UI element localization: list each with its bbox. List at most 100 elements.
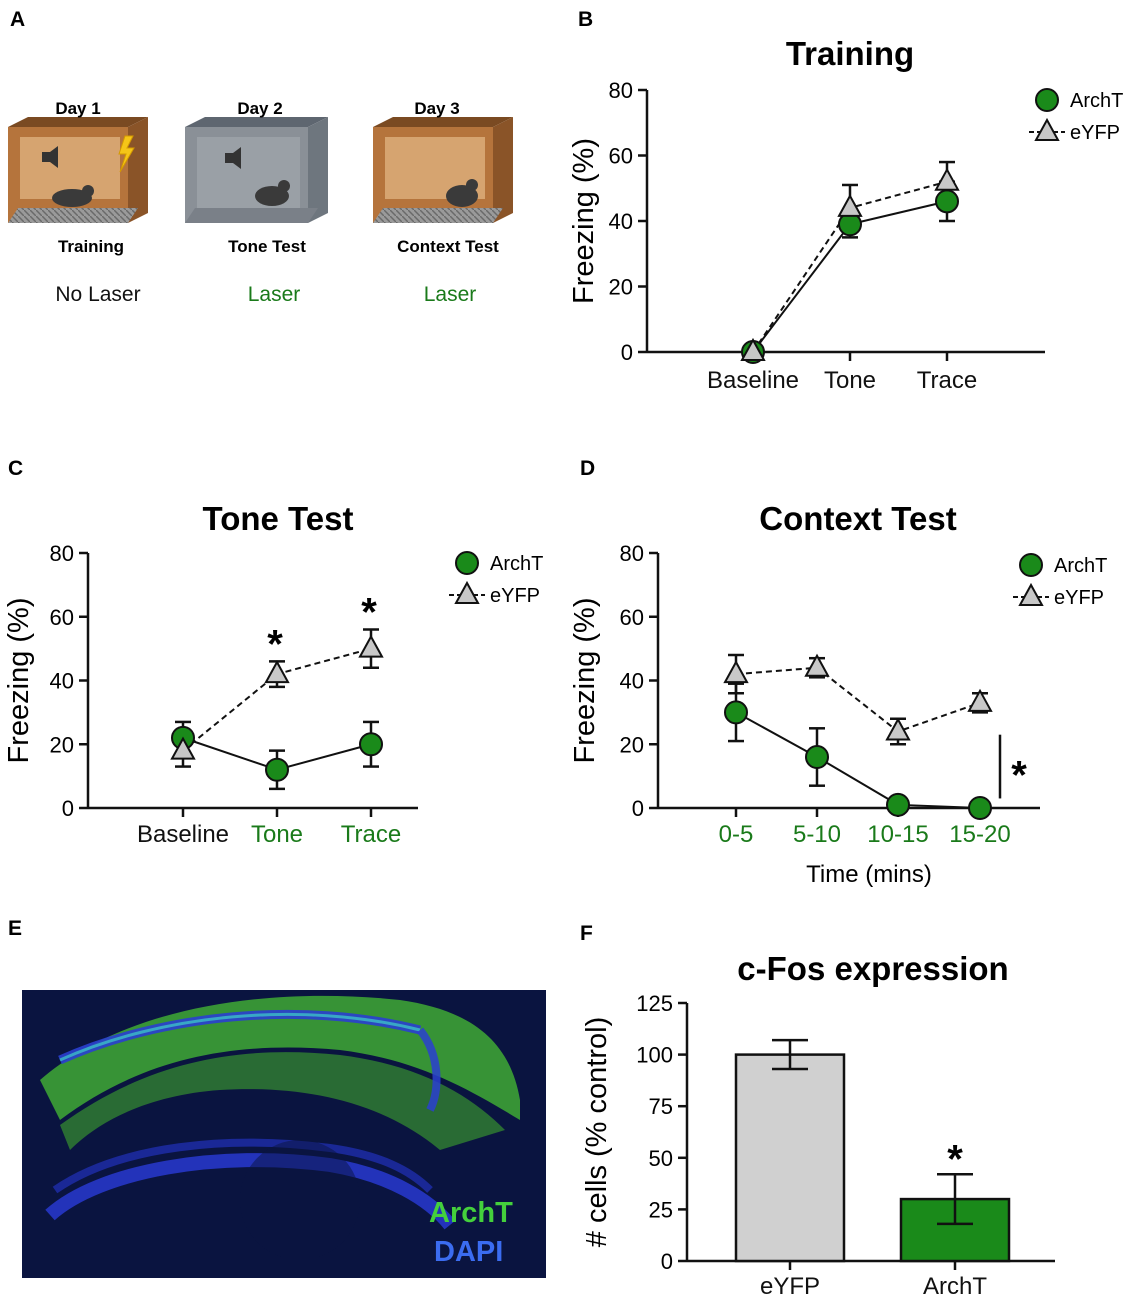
significance-star: *: [1011, 754, 1027, 798]
x-tick-label: 5-10: [793, 821, 841, 848]
chart-title: Training: [786, 35, 914, 72]
data-point-eyfp: [885, 717, 911, 741]
panel-letter-f: F: [580, 922, 593, 945]
schematic-panel: Day 1 Training No Laser Day 2 Tone Test Laser…: [8, 99, 513, 306]
x-tick-label: Trace: [917, 367, 977, 394]
x-axis-label: Time (mins): [806, 861, 932, 888]
y-tick-label: 80: [50, 541, 74, 566]
data-point-eyfp: [837, 193, 863, 217]
legend-marker-eyfp: [1018, 582, 1044, 606]
day-label: Day 2: [237, 99, 282, 118]
chart-f: c-Fos expression 0 25 50 75 100 125 # cells (% …: [581, 950, 1055, 1300]
y-tick-label: 40: [50, 669, 74, 694]
bar-eyfp: [734, 1053, 846, 1263]
data-point-archt: [886, 792, 910, 817]
x-tick-label: eYFP: [760, 1273, 820, 1300]
series-line-eyfp: [735, 666, 981, 733]
panel-letter-a: A: [10, 8, 25, 31]
phase-label: Context Test: [397, 237, 499, 256]
x-tick-label: Baseline: [137, 821, 229, 848]
legend-label: eYFP: [1054, 587, 1104, 609]
data-point-eyfp: [804, 653, 830, 677]
y-tick-label: 20: [620, 732, 644, 757]
significance-star: *: [947, 1137, 963, 1181]
chart-b: Training 0 20 40 60 80 Freezing (%) Baseline Ton…: [568, 35, 1123, 394]
chart-title: Context Test: [759, 500, 956, 537]
panel-letter-c: C: [8, 457, 23, 480]
y-tick-label: 0: [661, 1249, 673, 1274]
day-label: Day 3: [414, 99, 459, 118]
y-tick-label: 75: [649, 1094, 673, 1119]
data-point-archt: [935, 189, 959, 214]
y-tick-label: 20: [609, 275, 633, 300]
laser-label: Laser: [424, 283, 477, 306]
y-tick-label: 0: [632, 796, 644, 821]
legend-label: eYFP: [490, 585, 540, 607]
data-point-archt: [265, 757, 289, 782]
chart-title: Tone Test: [203, 500, 354, 537]
y-tick-label: 0: [62, 796, 74, 821]
training-box-illustration: [8, 117, 148, 223]
y-tick-label: 80: [609, 78, 633, 103]
y-axis-label: Freezing (%): [3, 598, 35, 764]
data-point-eyfp: [740, 337, 766, 361]
chart-c: Tone Test 0 20 40 60 80 Freezing (%) Baseline To…: [3, 500, 543, 848]
x-tick-label: 0-5: [719, 821, 754, 848]
x-tick-label: 10-15: [867, 821, 928, 848]
y-axis-label: Freezing (%): [569, 598, 601, 764]
y-tick-label: 40: [609, 209, 633, 234]
y-tick-label: 100: [636, 1043, 673, 1068]
x-tick-label: 15-20: [949, 821, 1010, 848]
y-tick-label: 0: [621, 340, 633, 365]
y-tick-label: 40: [620, 669, 644, 694]
data-point-eyfp: [264, 660, 290, 684]
legend-marker-archt: [1019, 553, 1043, 577]
y-tick-label: 20: [50, 732, 74, 757]
series-line-archt: [735, 711, 981, 809]
x-tick-label: Trace: [341, 821, 401, 848]
laser-label: No Laser: [55, 283, 140, 306]
micrograph-label-dapi: DAPI: [434, 1236, 503, 1268]
panel-letter-d: D: [580, 457, 595, 480]
data-point-eyfp: [170, 736, 196, 760]
chart-title: c-Fos expression: [737, 950, 1008, 987]
legend-label: ArchT: [490, 553, 543, 575]
y-tick-label: 80: [620, 541, 644, 566]
data-point-archt: [805, 745, 829, 769]
chart-d: Context Test 0 20 40 60 80 Freezing (%) 0-5 5-10…: [569, 500, 1107, 888]
legend-marker-eyfp: [1034, 117, 1060, 141]
legend-marker-archt: [1035, 88, 1059, 112]
x-tick-label: Tone: [251, 821, 303, 848]
y-tick-label: 60: [620, 605, 644, 630]
data-point-archt: [968, 796, 992, 820]
micrograph-label-archt: ArchT: [429, 1197, 513, 1229]
context-test-box-illustration: [373, 117, 513, 223]
legend-marker-archt: [455, 551, 479, 575]
y-axis-label: # cells (% control): [581, 1017, 613, 1247]
laser-label: Laser: [248, 283, 301, 306]
y-tick-label: 60: [609, 144, 633, 169]
micrograph-image: ArchT DAPI: [22, 990, 546, 1278]
y-axis-label: Freezing (%): [568, 138, 600, 304]
significance-star: *: [361, 591, 377, 635]
legend: ArchT eYFP: [449, 551, 543, 607]
data-point-eyfp: [934, 167, 960, 191]
significance-star: *: [267, 622, 283, 666]
data-point-eyfp: [358, 634, 384, 658]
data-point-eyfp: [967, 688, 993, 712]
legend-label: ArchT: [1054, 555, 1107, 577]
panel-letter-e: E: [8, 917, 22, 940]
x-tick-label: Baseline: [707, 367, 799, 394]
phase-label: Tone Test: [228, 237, 306, 256]
data-point-archt: [359, 732, 383, 757]
tone-test-box-illustration: [185, 117, 328, 223]
x-tick-label: ArchT: [923, 1273, 987, 1300]
y-tick-label: 125: [636, 991, 673, 1016]
x-tick-label: Tone: [824, 367, 876, 394]
y-tick-label: 25: [649, 1197, 673, 1222]
legend: ArchT eYFP: [1029, 88, 1123, 144]
legend: ArchT eYFP: [1013, 553, 1107, 609]
phase-label: Training: [58, 237, 124, 256]
panel-letter-b: B: [578, 8, 593, 31]
